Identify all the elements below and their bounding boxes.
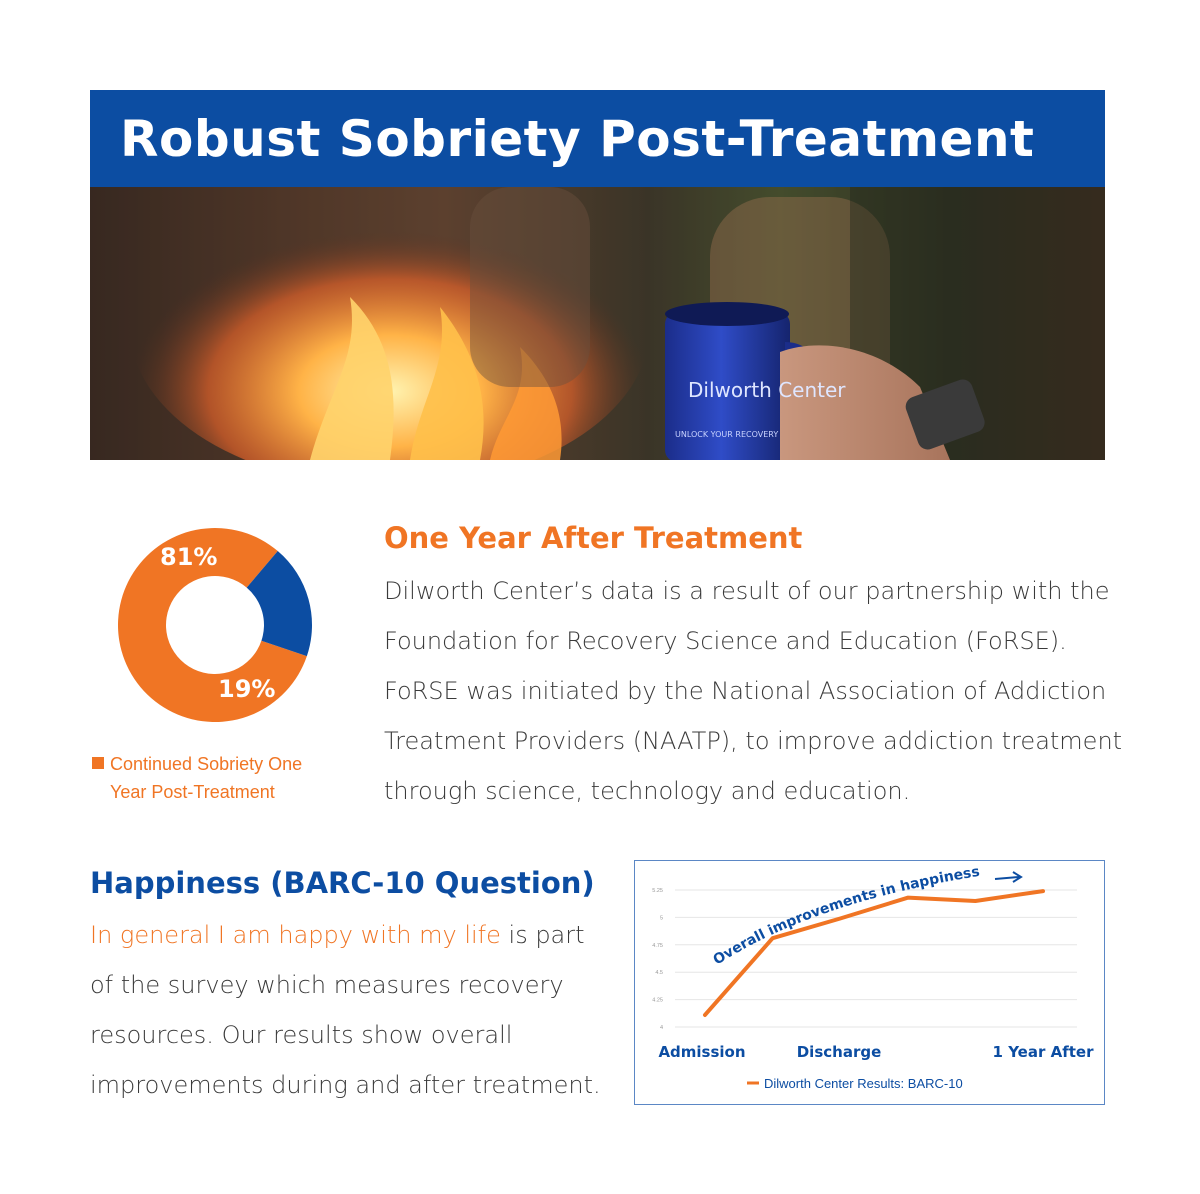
sobriety-donut-chart: 81% 19%	[115, 525, 315, 725]
section-two-paragraph: In general I am happy with my life is pa…	[90, 910, 610, 1110]
donut-slice	[117, 528, 307, 722]
x-axis-label: Admission	[658, 1043, 745, 1061]
title-banner: Robust Sobriety Post-Treatment	[90, 90, 1105, 187]
series-line	[703, 889, 1045, 1017]
paragraph-line: Foundation for Recovery Science and Educ…	[384, 627, 1067, 655]
legend-line-1: Continued Sobriety One	[110, 754, 303, 774]
x-axis-label: Discharge	[797, 1043, 882, 1061]
mug-brand-text: Dilworth Center	[688, 378, 846, 402]
paragraph-line-rest: is part	[500, 921, 585, 949]
paragraph-line: of the survey which measures recovery	[90, 971, 564, 999]
section-one-paragraph: Dilworth Center’s data is a result of ou…	[384, 566, 1124, 816]
page-title: Robust Sobriety Post-Treatment	[120, 109, 1035, 168]
paragraph-line: improvements during and after treatment.	[90, 1071, 601, 1099]
happiness-line-chart: 4 4.25 4.5 4.75 5 5.25 Overall improvements in…	[634, 860, 1105, 1105]
y-tick-label: 5	[660, 915, 663, 921]
section-one-title: One Year After Treatment	[384, 521, 803, 555]
legend-swatch	[92, 757, 104, 769]
donut-label-81: 81%	[160, 543, 218, 571]
y-tick-label: 4.5	[655, 970, 663, 976]
y-tick-label: 4	[660, 1025, 663, 1031]
donut-slice	[246, 551, 312, 657]
section-two-title: Happiness (BARC-10 Question)	[90, 866, 595, 900]
highlight-quote: In general I am happy with my life	[90, 921, 501, 949]
paragraph-line: FoRSE was initiated by the National Asso…	[384, 677, 1107, 705]
y-tick-label: 4.75	[652, 943, 663, 949]
donut-svg	[117, 528, 312, 722]
legend-label: Dilworth Center Results: BARC-10	[764, 1076, 963, 1091]
annotation-arrow	[994, 871, 1023, 883]
paragraph-line: Dilworth Center’s data is a result of ou…	[384, 577, 1110, 605]
hero-photo: Dilworth Center UNLOCK YOUR RECOVERY	[90, 187, 1105, 460]
paragraph-line: In general I am happy with my life is pa…	[90, 910, 610, 960]
x-axis-label: 1 Year After	[993, 1043, 1095, 1061]
donut-legend: Continued Sobriety One Year Post-Treatme…	[92, 750, 352, 806]
paragraph-line: Treatment Providers (NAATP), to improve …	[384, 727, 1123, 755]
donut-label-19: 19%	[218, 675, 276, 703]
legend-line-2: Year Post-Treatment	[110, 782, 275, 802]
mug-tagline-text: UNLOCK YOUR RECOVERY	[675, 430, 778, 439]
y-tick-label: 4.25	[652, 998, 663, 1004]
campfire-mug-illustration: Dilworth Center UNLOCK YOUR RECOVERY	[90, 187, 1105, 460]
paragraph-line: through science, technology and educatio…	[384, 777, 911, 805]
y-tick-label: 5.25	[652, 888, 663, 894]
paragraph-line: resources. Our results show overall	[90, 1021, 513, 1049]
